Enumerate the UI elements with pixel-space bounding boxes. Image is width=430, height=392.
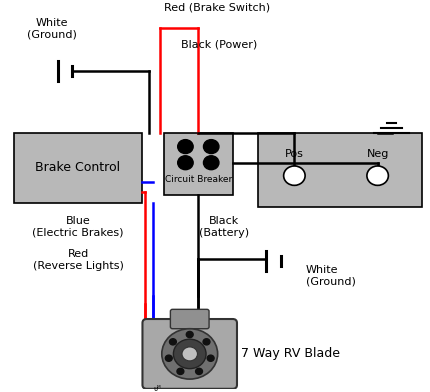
FancyBboxPatch shape <box>142 319 237 389</box>
Text: Black: Black <box>209 216 239 226</box>
Circle shape <box>177 368 184 374</box>
Text: Neg: Neg <box>366 149 388 159</box>
Circle shape <box>173 339 206 368</box>
Circle shape <box>203 156 218 170</box>
Circle shape <box>181 347 197 361</box>
Circle shape <box>203 339 209 345</box>
Text: Red: Red <box>67 249 89 259</box>
Circle shape <box>195 368 202 374</box>
Text: ᴜᴹ: ᴜᴹ <box>153 386 160 392</box>
Circle shape <box>165 355 172 361</box>
Circle shape <box>161 329 217 379</box>
Circle shape <box>283 166 304 185</box>
Text: (Ground): (Ground) <box>27 30 77 40</box>
Circle shape <box>169 339 176 345</box>
Circle shape <box>177 140 193 154</box>
FancyBboxPatch shape <box>170 309 209 329</box>
Circle shape <box>186 331 193 338</box>
Text: Circuit Breaker: Circuit Breaker <box>164 175 231 184</box>
Circle shape <box>366 166 387 185</box>
Text: Blue: Blue <box>65 216 90 226</box>
Text: (Battery): (Battery) <box>199 228 249 238</box>
Text: Black (Power): Black (Power) <box>181 40 257 50</box>
Text: White: White <box>305 265 338 274</box>
Text: 7 Way RV Blade: 7 Way RV Blade <box>241 347 340 360</box>
Text: White: White <box>36 18 68 28</box>
Bar <box>163 133 232 195</box>
Text: (Electric Brakes): (Electric Brakes) <box>32 228 123 238</box>
Text: (Reverse Lights): (Reverse Lights) <box>33 261 123 270</box>
Bar <box>14 133 142 203</box>
Text: Pos: Pos <box>284 149 303 159</box>
Text: Brake Control: Brake Control <box>35 162 120 174</box>
Circle shape <box>203 140 218 154</box>
Circle shape <box>177 156 193 170</box>
Text: Red (Brake Switch): Red (Brake Switch) <box>163 3 270 13</box>
Bar <box>258 133 421 207</box>
Circle shape <box>207 355 214 361</box>
Text: (Ground): (Ground) <box>305 276 355 286</box>
